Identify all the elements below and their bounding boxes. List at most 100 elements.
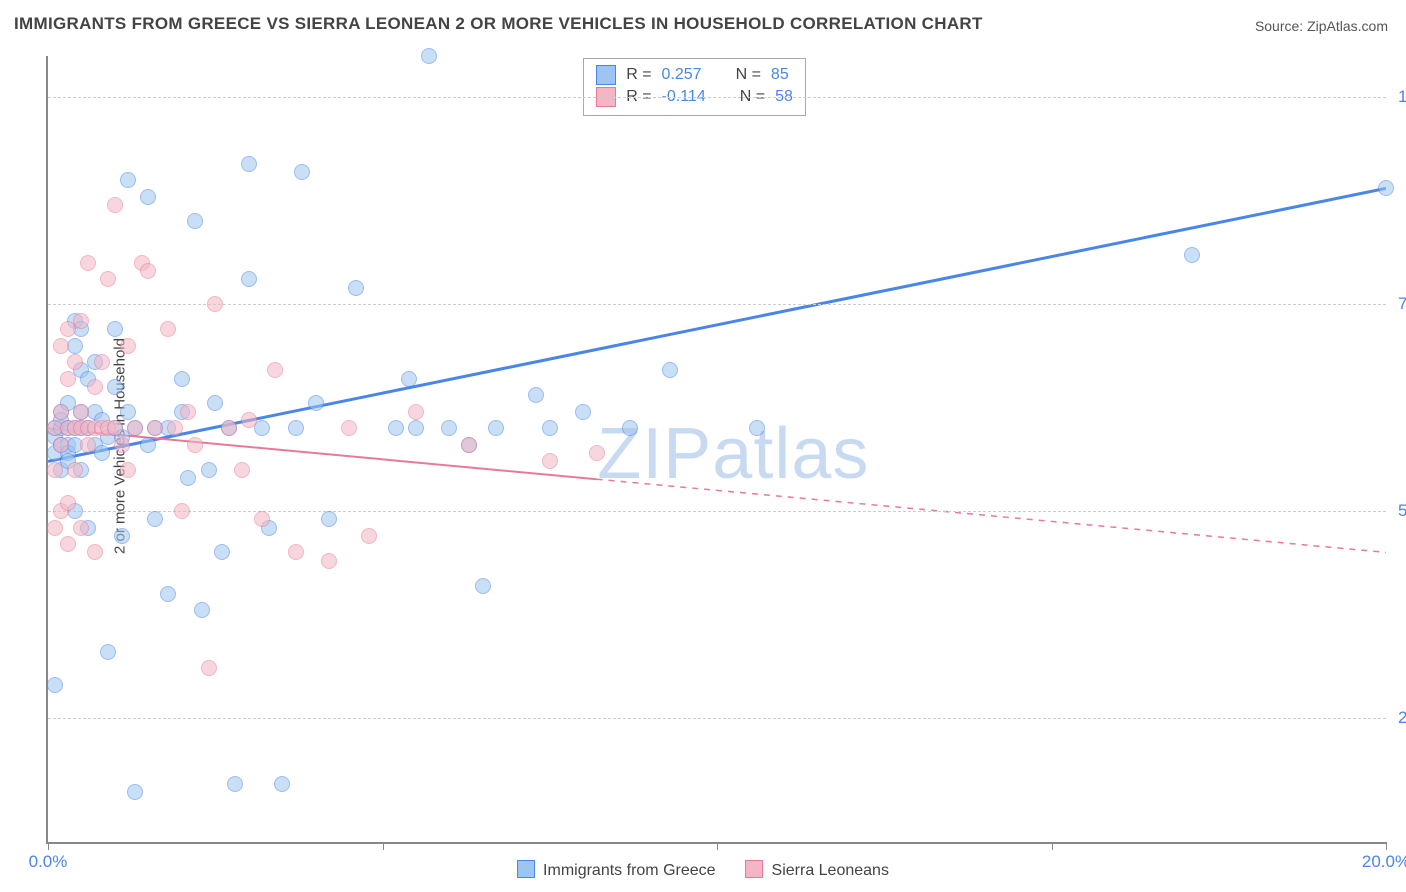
stats-legend-row: R = 0.257 N = 85 [596, 65, 793, 85]
data-point [114, 528, 130, 544]
gridline [48, 97, 1386, 98]
data-point [542, 453, 558, 469]
data-point [73, 520, 89, 536]
data-point [321, 553, 337, 569]
data-point [140, 263, 156, 279]
data-point [107, 321, 123, 337]
series-legend: Immigrants from GreeceSierra Leoneans [517, 860, 889, 880]
data-point [288, 420, 304, 436]
x-tick [717, 842, 718, 850]
n-label: N = [736, 66, 761, 84]
data-point [401, 371, 417, 387]
data-point [321, 511, 337, 527]
data-point [107, 420, 123, 436]
data-point [47, 677, 63, 693]
data-point [201, 660, 217, 676]
data-point [1378, 180, 1394, 196]
y-tick-label: 25.0% [1388, 708, 1406, 728]
data-point [662, 362, 678, 378]
data-point [234, 462, 250, 478]
source-label: Source: ZipAtlas.com [1255, 18, 1388, 34]
data-point [227, 776, 243, 792]
data-point [120, 462, 136, 478]
data-point [622, 420, 638, 436]
data-point [47, 520, 63, 536]
data-point [294, 164, 310, 180]
data-point [147, 420, 163, 436]
data-point [408, 420, 424, 436]
data-point [53, 437, 69, 453]
data-point [308, 395, 324, 411]
data-point [528, 387, 544, 403]
data-point [488, 420, 504, 436]
data-point [140, 189, 156, 205]
x-tick [1386, 842, 1387, 850]
y-tick-label: 75.0% [1388, 294, 1406, 314]
legend-swatch [746, 860, 764, 878]
data-point [174, 371, 190, 387]
data-point [589, 445, 605, 461]
data-point [120, 172, 136, 188]
legend-swatch [517, 860, 535, 878]
r-label: R = [626, 66, 651, 84]
data-point [254, 420, 270, 436]
data-point [160, 321, 176, 337]
data-point [174, 503, 190, 519]
data-point [241, 156, 257, 172]
data-point [73, 313, 89, 329]
n-value: 85 [771, 66, 789, 84]
data-point [127, 784, 143, 800]
data-point [267, 362, 283, 378]
watermark: ZIPatlas [597, 413, 869, 495]
data-point [421, 48, 437, 64]
data-point [107, 197, 123, 213]
data-point [60, 536, 76, 552]
stats-legend: R =0.257N =85R =-0.114N =58 [583, 58, 806, 116]
data-point [73, 404, 89, 420]
gridline [48, 511, 1386, 512]
data-point [160, 586, 176, 602]
r-value: 0.257 [662, 66, 702, 84]
data-point [214, 544, 230, 560]
data-point [140, 437, 156, 453]
data-point [87, 379, 103, 395]
data-point [274, 776, 290, 792]
chart-title: IMMIGRANTS FROM GREECE VS SIERRA LEONEAN… [14, 14, 983, 34]
data-point [100, 644, 116, 660]
data-point [180, 404, 196, 420]
data-point [749, 420, 765, 436]
x-tick [1052, 842, 1053, 850]
data-point [80, 255, 96, 271]
gridline [48, 718, 1386, 719]
data-point [127, 420, 143, 436]
data-point [67, 354, 83, 370]
scatter-plot: ZIPatlas R =0.257N =85R =-0.114N =58 25.… [46, 56, 1386, 844]
data-point [201, 462, 217, 478]
data-point [114, 437, 130, 453]
data-point [408, 404, 424, 420]
gridline [48, 304, 1386, 305]
data-point [207, 395, 223, 411]
data-point [80, 437, 96, 453]
data-point [194, 602, 210, 618]
data-point [107, 379, 123, 395]
data-point [542, 420, 558, 436]
data-point [241, 412, 257, 428]
legend-item: Sierra Leoneans [746, 860, 889, 880]
data-point [221, 420, 237, 436]
data-point [60, 495, 76, 511]
data-point [67, 462, 83, 478]
y-tick-label: 50.0% [1388, 501, 1406, 521]
data-point [94, 445, 110, 461]
data-point [348, 280, 364, 296]
data-point [120, 338, 136, 354]
x-tick-label: 0.0% [29, 852, 68, 872]
data-point [167, 420, 183, 436]
data-point [1184, 247, 1200, 263]
data-point [475, 578, 491, 594]
y-tick-label: 100.0% [1388, 87, 1406, 107]
data-point [147, 511, 163, 527]
data-point [94, 354, 110, 370]
data-point [361, 528, 377, 544]
data-point [47, 462, 63, 478]
